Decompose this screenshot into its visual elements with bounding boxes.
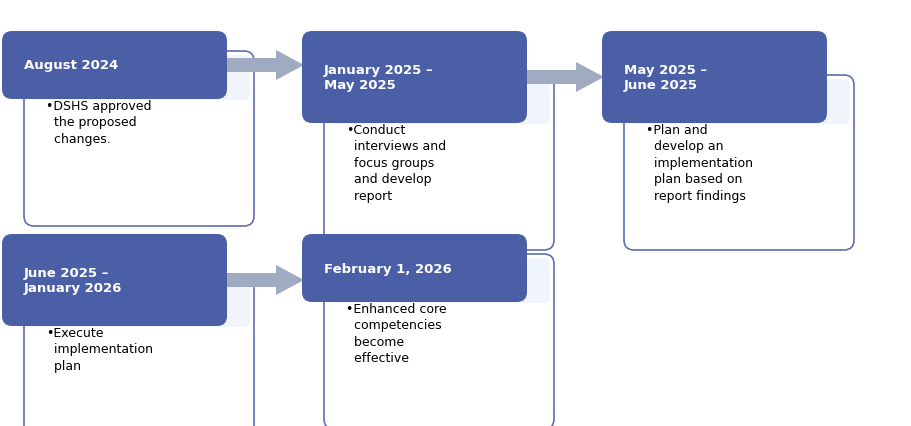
FancyBboxPatch shape <box>24 278 254 426</box>
Text: •DSHS approved
  the proposed
  changes.: •DSHS approved the proposed changes. <box>46 100 151 146</box>
FancyBboxPatch shape <box>623 76 853 250</box>
Text: January 2025 –
May 2025: January 2025 – May 2025 <box>323 63 433 92</box>
FancyBboxPatch shape <box>323 254 553 426</box>
FancyBboxPatch shape <box>24 52 254 227</box>
Text: February 1, 2026: February 1, 2026 <box>323 262 451 275</box>
FancyBboxPatch shape <box>28 282 250 327</box>
FancyBboxPatch shape <box>628 80 849 125</box>
FancyBboxPatch shape <box>302 234 527 302</box>
Polygon shape <box>225 51 303 81</box>
Text: •Plan and
  develop an
  implementation
  plan based on
  report findings: •Plan and develop an implementation plan… <box>645 124 752 202</box>
FancyBboxPatch shape <box>302 32 527 124</box>
FancyBboxPatch shape <box>328 80 549 125</box>
FancyBboxPatch shape <box>601 32 826 124</box>
Text: August 2024: August 2024 <box>24 59 118 72</box>
Text: June 2025 –
January 2026: June 2025 – January 2026 <box>24 266 122 294</box>
FancyBboxPatch shape <box>2 234 227 326</box>
Text: May 2025 –
June 2025: May 2025 – June 2025 <box>623 63 706 92</box>
Polygon shape <box>225 265 303 295</box>
Text: •Execute
  implementation
  plan: •Execute implementation plan <box>46 326 153 372</box>
FancyBboxPatch shape <box>28 56 250 101</box>
Text: •Enhanced core
  competencies
  become
  effective: •Enhanced core competencies become effec… <box>345 302 446 365</box>
FancyBboxPatch shape <box>2 32 227 100</box>
Text: •Conduct
  interviews and
  focus groups
  and develop
  report: •Conduct interviews and focus groups and… <box>345 124 445 202</box>
Polygon shape <box>525 63 603 93</box>
FancyBboxPatch shape <box>323 76 553 250</box>
FancyBboxPatch shape <box>328 259 549 303</box>
